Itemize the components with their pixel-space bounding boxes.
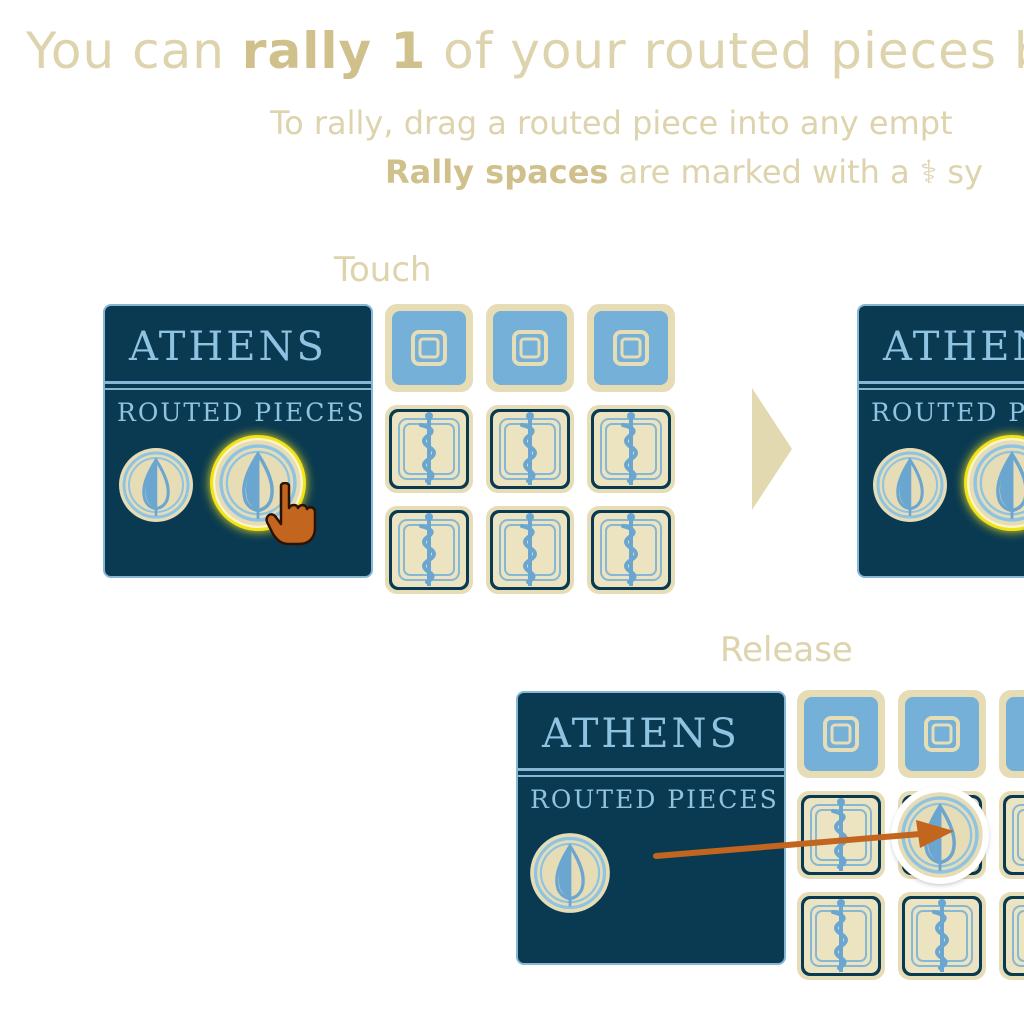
city-name: ATHEN xyxy=(883,324,1024,370)
routed-pieces-panel: ATHENS ROUTED PIECES xyxy=(103,304,373,578)
rally-space[interactable] xyxy=(383,504,475,596)
square-space-icon xyxy=(585,302,677,394)
city-name: ATHENS xyxy=(542,711,740,757)
routed-pieces-panel-release: ATHENS ROUTED PIECES xyxy=(516,691,786,965)
caduceus-icon xyxy=(795,890,887,982)
routed-piece[interactable] xyxy=(871,446,949,524)
routed-piece[interactable] xyxy=(117,446,195,524)
rally-space[interactable] xyxy=(997,890,1024,982)
instruction-line-2-text: are marked with a xyxy=(608,153,920,191)
square-space-icon xyxy=(484,302,576,394)
leaf-shield-icon xyxy=(871,446,949,524)
caduceus-icon xyxy=(997,789,1024,881)
square-space-icon xyxy=(997,688,1024,780)
square-space-icon xyxy=(383,302,475,394)
caduceus-icon xyxy=(383,403,475,495)
rally-space[interactable] xyxy=(896,890,988,982)
caduceus-icon xyxy=(896,890,988,982)
caduceus-icon xyxy=(484,403,576,495)
empty-space[interactable] xyxy=(585,302,677,394)
rally-symbol-icon: ⚕ xyxy=(919,153,938,191)
routed-pieces-label: ROUTED PIECES xyxy=(530,785,779,814)
instruction-line-2: Rally spaces are marked with a ⚕ sy xyxy=(385,153,983,191)
leaf-shield-icon xyxy=(967,438,1024,528)
city-name: ATHENS xyxy=(129,324,327,370)
drag-arrow-icon xyxy=(653,820,954,859)
step-label-release: Release xyxy=(720,630,853,670)
empty-space[interactable] xyxy=(997,688,1024,780)
headline-bold: rally 1 xyxy=(241,22,427,80)
rally-spaces-term: Rally spaces xyxy=(385,153,609,191)
routed-pieces-panel-step2: ATHEN ROUTED P xyxy=(857,304,1024,578)
rally-space[interactable] xyxy=(585,504,677,596)
rally-space[interactable] xyxy=(484,504,576,596)
rally-space[interactable] xyxy=(997,789,1024,881)
square-space-icon xyxy=(896,688,988,780)
empty-space[interactable] xyxy=(795,688,887,780)
headline-text-end: of your routed pieces back i xyxy=(443,22,1024,80)
rally-space[interactable] xyxy=(585,403,677,495)
next-step-arrow-icon xyxy=(752,388,792,510)
square-space-icon xyxy=(795,688,887,780)
empty-space[interactable] xyxy=(383,302,475,394)
hand-pointer-icon xyxy=(265,482,317,546)
caduceus-icon xyxy=(484,504,576,596)
caduceus-icon xyxy=(585,504,677,596)
routed-pieces-label: ROUTED PIECES xyxy=(117,398,366,427)
leaf-shield-icon xyxy=(117,446,195,524)
instruction-line-2-tail: sy xyxy=(937,153,983,191)
caduceus-icon xyxy=(585,403,677,495)
routed-pieces-label: ROUTED P xyxy=(871,398,1024,427)
empty-space[interactable] xyxy=(484,302,576,394)
rally-space[interactable] xyxy=(484,403,576,495)
instruction-line-1: To rally, drag a routed piece into any e… xyxy=(270,104,953,142)
empty-space[interactable] xyxy=(896,688,988,780)
routed-piece[interactable] xyxy=(528,831,612,915)
instruction-headline: You can rally 1 of your routed pieces ba… xyxy=(26,22,1024,80)
leaf-shield-icon xyxy=(528,831,612,915)
caduceus-icon xyxy=(383,504,475,596)
rally-space[interactable] xyxy=(795,890,887,982)
step-label-touch: Touch xyxy=(334,250,432,290)
routed-piece-selected[interactable] xyxy=(967,438,1024,528)
rally-space[interactable] xyxy=(383,403,475,495)
headline-text: You can xyxy=(26,22,242,80)
caduceus-icon xyxy=(997,890,1024,982)
